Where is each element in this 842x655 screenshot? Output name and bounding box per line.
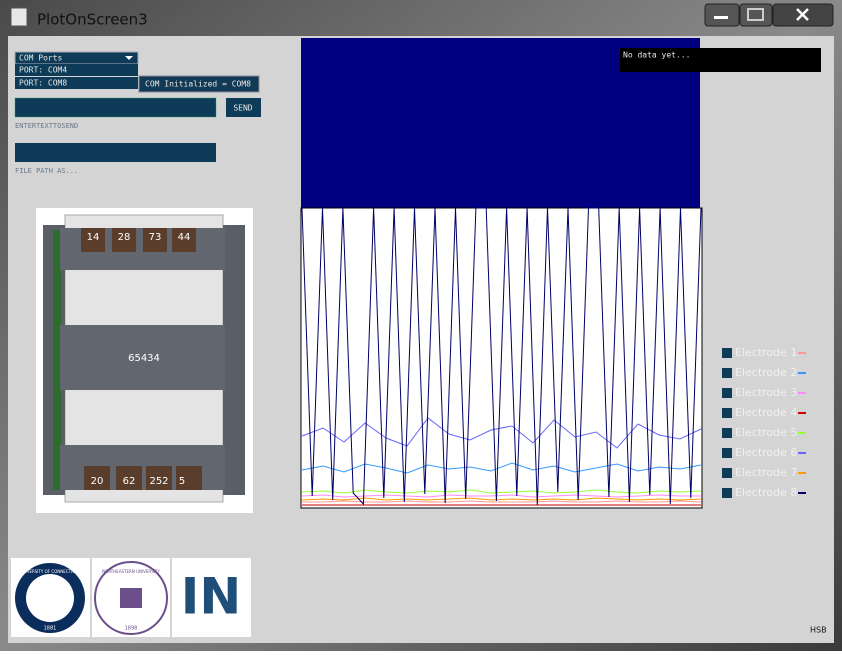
center-value: 65434 <box>128 353 160 364</box>
file-path-label: FILE PATH AS... <box>15 167 78 175</box>
device-center-block <box>60 325 225 390</box>
input-label: ENTERTEXTTOSEND <box>15 122 78 130</box>
window-title: PlotOnScreen3 <box>37 11 148 29</box>
legend-label: Electrode 6 <box>735 446 797 459</box>
legend-label: Electrode 1 <box>735 346 797 359</box>
send-label: SEND <box>233 104 252 113</box>
pad-value: 44 <box>178 232 191 243</box>
minimize-icon <box>714 16 728 19</box>
legend-swatch <box>722 428 732 438</box>
series-line <box>301 489 702 494</box>
neu-shield <box>120 588 142 608</box>
legend-swatch <box>722 448 732 458</box>
readout-box <box>620 48 821 72</box>
plot-lines <box>301 207 702 506</box>
series-line <box>301 462 702 474</box>
maximize-button[interactable] <box>739 3 773 27</box>
neu-text: NORTHEASTERN UNIVERSITY <box>102 569 160 574</box>
file-path-input[interactable] <box>15 143 216 162</box>
series-line <box>302 500 702 503</box>
legend-swatch <box>722 368 732 378</box>
uconn-seal-inner <box>26 574 74 622</box>
pad <box>172 228 196 252</box>
top-pads: 14 28 73 44 <box>81 228 196 252</box>
pad <box>176 466 202 490</box>
port-option-label: PORT: COM8 <box>19 79 67 88</box>
legend-label: Electrode 8 <box>735 486 797 499</box>
device-board <box>53 230 61 490</box>
port-option-label: PORT: COM4 <box>19 66 67 75</box>
status-text: COM Initialized = COM8 <box>145 80 251 89</box>
legend-swatch <box>722 388 732 398</box>
legend-label: Electrode 3 <box>735 386 797 399</box>
in-logo-text: IN <box>181 568 241 626</box>
series-line <box>301 497 702 501</box>
port-option[interactable] <box>15 64 138 76</box>
pad <box>81 228 105 252</box>
send-button[interactable] <box>226 98 261 117</box>
legend-swatch <box>722 468 732 478</box>
bottom-pads: 20 62 252 5 <box>84 466 202 490</box>
legend-label: Electrode 7 <box>735 466 797 479</box>
pad-value: 252 <box>149 476 168 487</box>
legend-swatch <box>722 408 732 418</box>
legend-swatch <box>722 488 732 498</box>
maximize-icon <box>747 8 764 21</box>
series-line <box>301 417 702 449</box>
status-box <box>138 75 260 93</box>
combo-arrow <box>125 56 133 60</box>
legend-label: Electrode 4 <box>735 406 797 419</box>
neu-seal <box>94 561 168 635</box>
pad-value: 20 <box>91 476 104 487</box>
readout-text: No data yet... <box>623 51 690 60</box>
close-icon <box>796 8 809 21</box>
in-logo <box>172 558 251 637</box>
port-option[interactable] <box>15 77 138 89</box>
pad-value: 28 <box>118 232 131 243</box>
device-right-rail <box>223 225 245 495</box>
pad-value: 14 <box>87 232 100 243</box>
neu-year: 1898 <box>125 626 138 632</box>
uconn-year: 1881 <box>44 626 57 632</box>
app-icon <box>10 7 28 27</box>
minimize-button[interactable] <box>704 3 740 27</box>
footer-text: HSB <box>810 626 827 635</box>
combo-label: COM Ports <box>19 54 63 63</box>
pad <box>116 466 142 490</box>
pad-value: 62 <box>123 476 136 487</box>
pad-value: 5 <box>179 476 185 487</box>
pad <box>112 228 136 252</box>
legend-label: Electrode 2 <box>735 366 797 379</box>
uconn-text: UNIVERSITY OF CONNECTICUT <box>20 569 81 574</box>
text-input[interactable] <box>14 97 217 118</box>
legend-swatch <box>722 348 732 358</box>
legend: Electrode 1 Electrode 2 Electrode 3 Electro… <box>722 346 806 499</box>
pad <box>146 466 172 490</box>
pad <box>84 466 110 490</box>
series-line <box>301 207 702 506</box>
pad-value: 73 <box>149 232 162 243</box>
pad <box>143 228 167 252</box>
series-line <box>301 494 701 498</box>
legend-label: Electrode 5 <box>735 426 797 439</box>
